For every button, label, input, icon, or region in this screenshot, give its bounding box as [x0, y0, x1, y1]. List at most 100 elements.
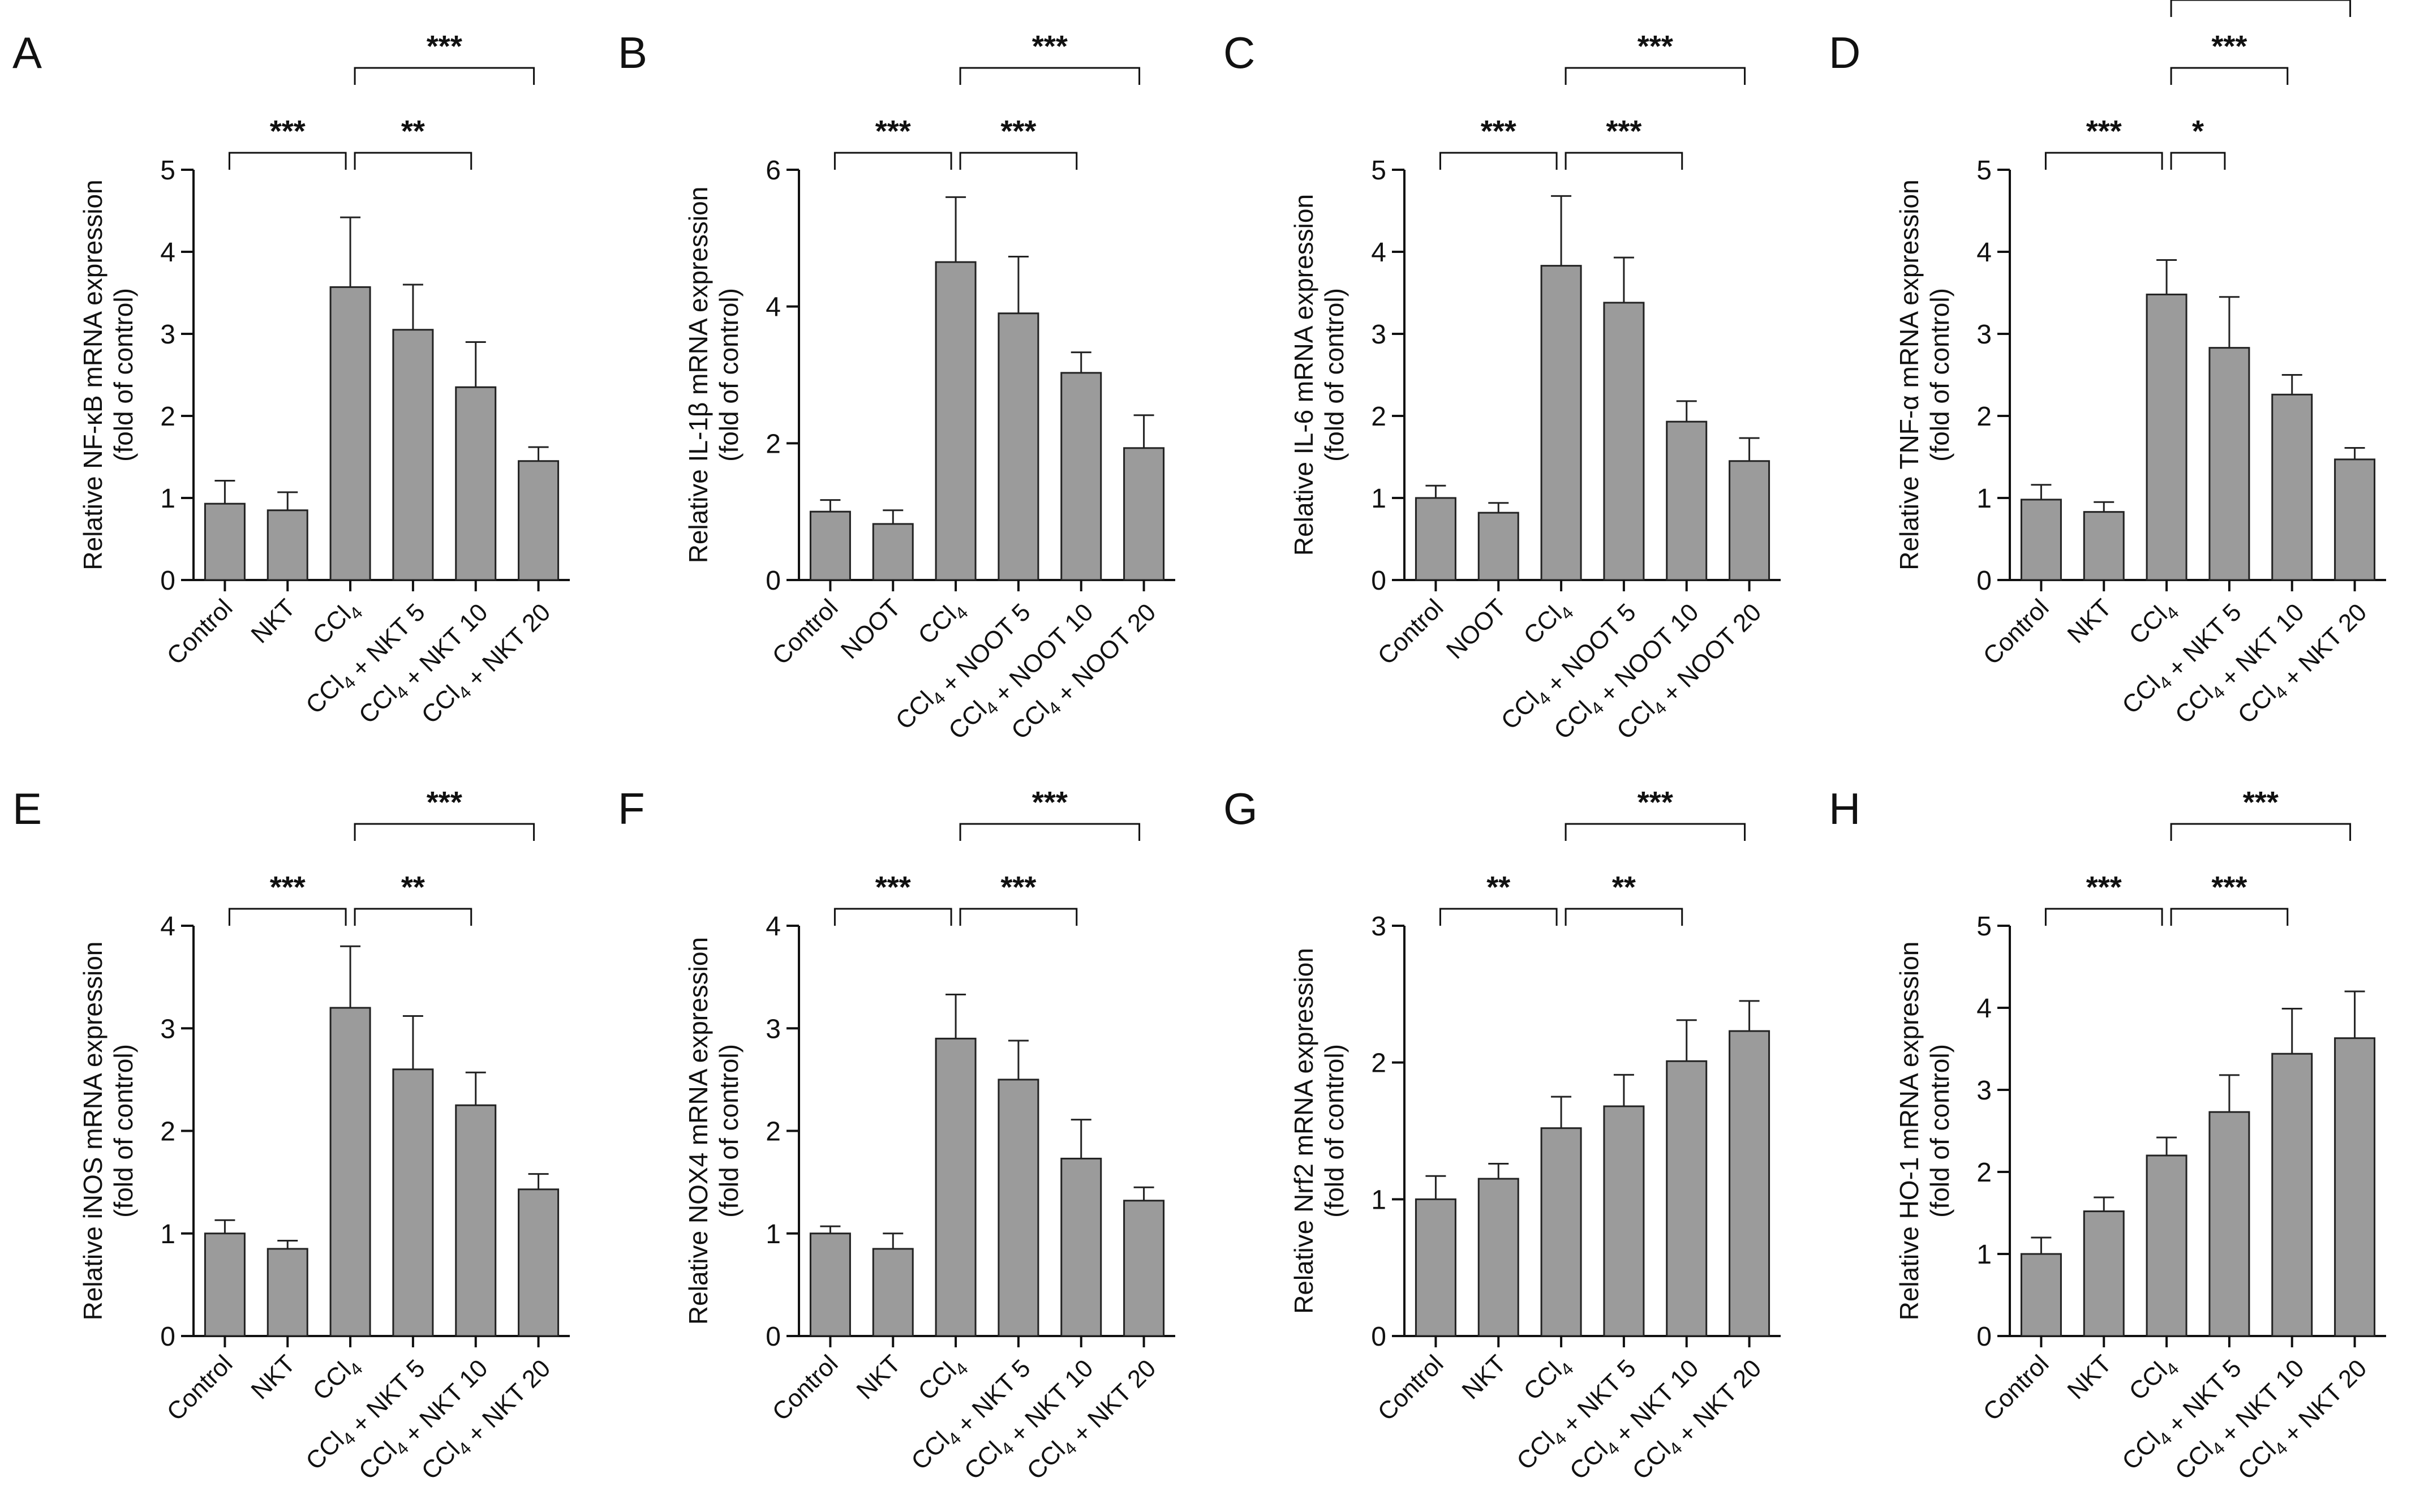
significance-bracket: *** [354, 29, 535, 85]
significance-bracket: ** [1439, 870, 1558, 926]
significance-label: *** [1481, 114, 1516, 148]
bar-1 [1477, 512, 1519, 581]
y-tick-label: 0 [1371, 566, 1386, 596]
x-tick-label: CCl4 [1518, 594, 1577, 652]
x-tick-label: CCl4 [307, 1350, 366, 1408]
significance-label: *** [875, 114, 911, 148]
significance-label: ** [401, 114, 425, 148]
y-tick-label: 0 [766, 566, 781, 596]
y-axis-label-unit: (fold of control) [1925, 288, 1954, 462]
x-tick-label: NKT [246, 594, 300, 648]
y-tick-label: 3 [1371, 320, 1386, 350]
chart-E: 0 1 2 3 4 Relative iNOS mRNA expression (fold … [78, 785, 570, 1485]
chart-G: 0 1 2 3 Relative Nrf2 mRNA expression (fold o… [1289, 785, 1781, 1485]
y-tick-label: 2 [1976, 1158, 1992, 1188]
bar-0 [204, 1232, 246, 1337]
bar-4 [2271, 393, 2313, 581]
significance-bracket: *** [228, 114, 347, 170]
bar-4 [2271, 1053, 2313, 1337]
bar-4 [1060, 372, 1102, 581]
bar-0 [2020, 1253, 2062, 1337]
significance-label: *** [1000, 870, 1036, 904]
bar-5 [1123, 447, 1165, 581]
x-tick-label: NKT [2062, 1350, 2117, 1404]
y-tick-label: 4 [766, 293, 781, 323]
significance-label: *** [1638, 785, 1673, 819]
y-tick-label: 1 [1976, 484, 1992, 514]
bar-1 [267, 509, 308, 581]
x-tick-label: Control [1978, 1350, 2055, 1426]
x-tick-label: CCl4 [307, 594, 366, 652]
y-tick-label: 0 [160, 1322, 175, 1352]
bar-5 [1123, 1200, 1165, 1337]
bar-4 [1666, 1060, 1708, 1337]
y-tick-label: 2 [1371, 1049, 1386, 1079]
y-tick-label: 2 [160, 1117, 175, 1147]
significance-label: *** [1032, 785, 1068, 819]
panel-letter: H [1829, 784, 1861, 834]
y-tick-label: 0 [160, 566, 175, 596]
significance-label: *** [270, 114, 306, 148]
significance-label: *** [427, 29, 462, 63]
x-tick-label: Control [1373, 1350, 1449, 1426]
chart-B: 0 2 4 6 Relative IL-1β mRNA expression (fold … [684, 29, 1175, 745]
bar-0 [809, 1232, 851, 1337]
y-axis-label-unit: (fold of control) [109, 1044, 138, 1218]
bar-0 [1415, 497, 1456, 581]
bar-4 [455, 1104, 497, 1337]
bar-1 [2083, 1210, 2125, 1337]
significance-label: *** [1032, 29, 1068, 63]
panel-E: E 0 1 2 3 4 Relative iNOS mRNA expression (fold… [7, 756, 612, 1512]
x-tick-label: CCl4 [913, 1350, 972, 1408]
y-axis-label: Relative IL-1β mRNA expression [684, 187, 713, 564]
x-tick-label: Control [767, 1350, 844, 1426]
x-tick-label: Control [162, 594, 238, 670]
y-tick-label: 4 [1976, 238, 1992, 268]
y-axis-label: Relative NOX4 mRNA expression [684, 937, 713, 1325]
x-tick-label: CCl4 [2124, 1350, 2182, 1408]
significance-label: ** [1612, 870, 1636, 904]
y-tick-label: 5 [160, 156, 175, 186]
panel-letter: E [12, 784, 42, 834]
y-tick-label: 3 [160, 320, 175, 350]
x-tick-label: NKT [851, 1350, 906, 1404]
bar-2 [935, 261, 977, 581]
y-tick-label: 0 [1976, 1322, 1992, 1352]
significance-label: *** [427, 785, 462, 819]
y-tick-label: 4 [1371, 238, 1386, 268]
y-axis-label-unit: (fold of control) [109, 288, 138, 462]
significance-bracket: *** [959, 114, 1078, 170]
x-tick-label: Control [767, 594, 844, 670]
bar-2 [1540, 1127, 1582, 1337]
y-axis-label: Relative TNF-α mRNA expression [1894, 179, 1924, 570]
x-tick-label: NKT [2062, 594, 2117, 648]
significance-label: *** [1606, 114, 1641, 148]
y-tick-label: 2 [160, 402, 175, 432]
significance-bracket: ** [354, 870, 472, 926]
y-axis-label-unit: (fold of control) [714, 1044, 743, 1218]
bar-1 [872, 523, 914, 581]
y-tick-label: 2 [1976, 402, 1992, 432]
significance-bracket: *** [228, 870, 347, 926]
chart-D: 0 1 2 3 4 5 Relative TNF-α mRNA expression (fol… [1894, 0, 2386, 729]
y-tick-label: 6 [766, 156, 781, 186]
panel-letter: F [618, 784, 645, 834]
y-tick-label: 2 [766, 429, 781, 459]
panel-letter: B [618, 28, 648, 78]
chart-C: 0 1 2 3 4 5 Relative IL-6 mRNA expression (fold… [1289, 29, 1781, 745]
x-tick-label: NOOT [836, 594, 906, 664]
significance-label: *** [2086, 114, 2122, 148]
y-tick-label: 4 [766, 912, 781, 942]
significance-bracket: *** [1565, 114, 1683, 170]
bar-2 [2146, 1154, 2187, 1337]
y-tick-label: 3 [160, 1014, 175, 1044]
bar-2 [329, 286, 371, 581]
x-tick-label: Control [162, 1350, 238, 1426]
panel-B: B 0 2 4 6 Relative IL-1β mRNA expression (fold… [612, 0, 1218, 756]
panel-G: G 0 1 2 3 Relative Nrf2 mRNA expression (fold … [1218, 756, 1823, 1512]
y-tick-label: 5 [1371, 156, 1386, 186]
bar-5 [518, 1188, 560, 1337]
y-tick-label: 1 [1371, 1185, 1386, 1215]
x-tick-label: NKT [246, 1350, 300, 1404]
